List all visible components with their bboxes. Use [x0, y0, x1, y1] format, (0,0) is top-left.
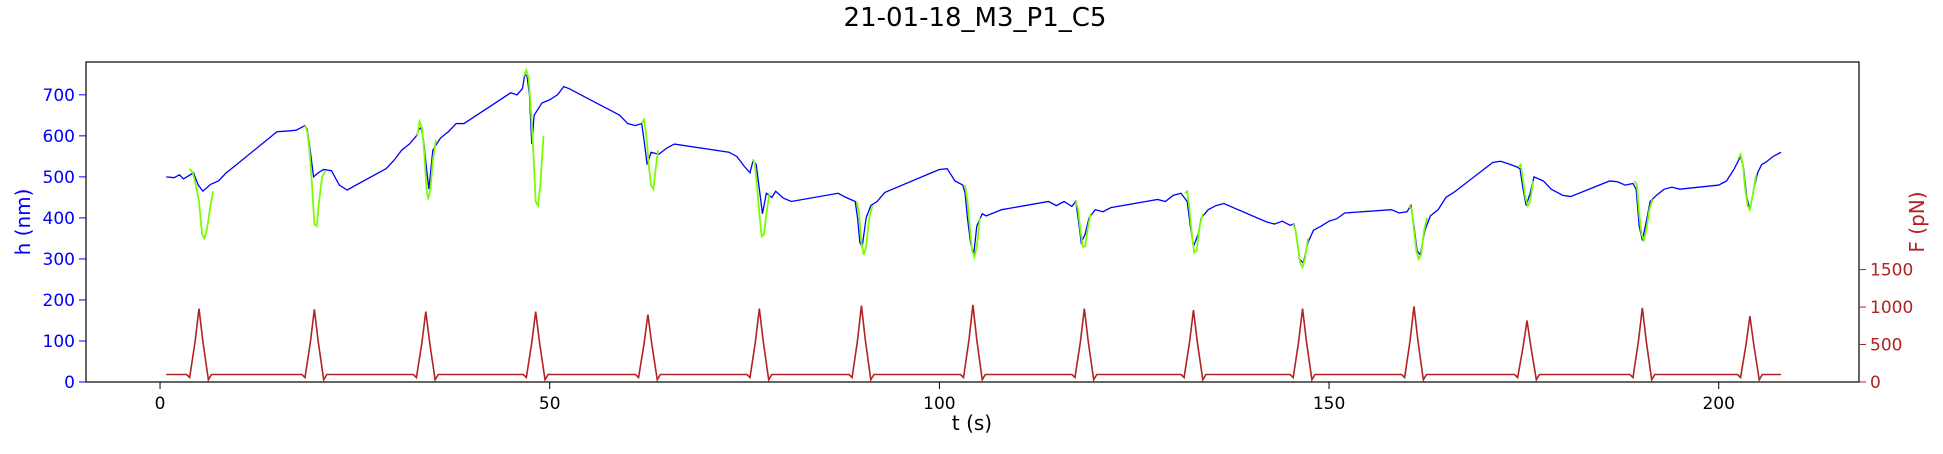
- indent-segment-line: [188, 168, 214, 241]
- indent-segment-line: [1074, 201, 1092, 248]
- y2-tick-label: 1500: [1870, 261, 1913, 281]
- indent-segment-line: [1184, 189, 1204, 255]
- height-series-line: [166, 73, 1782, 265]
- plot-frame: [85, 61, 1860, 383]
- indent-segment-line: [416, 118, 437, 200]
- y2-axis-label: F (pN): [1905, 191, 1929, 252]
- x-tick-label: 150: [1313, 394, 1345, 414]
- indent-segment-line: [523, 67, 545, 209]
- x-tick-label: 50: [539, 394, 561, 414]
- indent-segment-line: [304, 125, 327, 228]
- indent-segment-line: [964, 184, 981, 260]
- x-axis: 0 50 100 150 200: [155, 382, 1735, 414]
- indent-segment-line: [751, 159, 771, 239]
- x-tick-label: 0: [155, 394, 166, 414]
- y-tick-label: 500: [43, 168, 75, 188]
- y-tick-label: 200: [43, 291, 75, 311]
- y-tick-label: 700: [43, 86, 75, 106]
- y-tick-label: 100: [43, 332, 75, 352]
- x-tick-label: 200: [1702, 394, 1734, 414]
- series-layer: [166, 67, 1782, 383]
- y-axis-left: 0 100 200 300 400 500 600 700: [43, 86, 86, 393]
- indent-segment-line: [640, 116, 659, 193]
- y2-tick-label: 1000: [1870, 298, 1913, 318]
- y-tick-label: 400: [43, 209, 75, 229]
- indent-segment-line: [855, 201, 874, 256]
- indent-segment-line: [1517, 162, 1535, 208]
- y-axis-right: 0 500 1000 1500: [1859, 261, 1913, 393]
- indent-segment-line: [1292, 223, 1309, 270]
- indent-segment-line: [1633, 180, 1654, 244]
- x-axis-label: t (s): [952, 411, 992, 435]
- y-tick-label: 600: [43, 127, 75, 147]
- indent-segment-line: [1737, 151, 1758, 213]
- x-tick-label: 100: [923, 394, 955, 414]
- y2-tick-label: 500: [1870, 336, 1902, 356]
- indent-segment-line: [1408, 205, 1429, 262]
- force-series-line: [166, 304, 1782, 383]
- y-tick-label: 300: [43, 250, 75, 270]
- chart-title: 21-01-18_M3_P1_C5: [844, 3, 1107, 33]
- y-tick-label: 0: [64, 373, 75, 393]
- y2-tick-label: 0: [1870, 373, 1881, 393]
- y-axis-label: h (nm): [11, 189, 35, 256]
